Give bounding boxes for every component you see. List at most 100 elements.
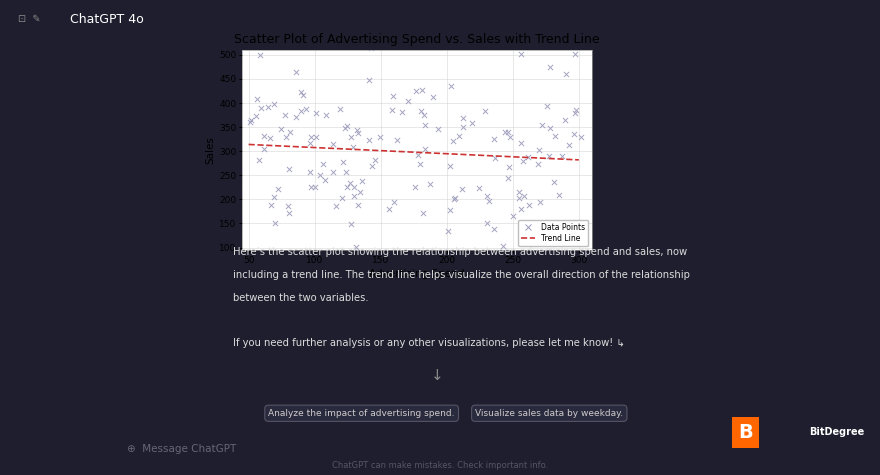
Point bbox=[498, 128, 512, 135]
Point bbox=[502, 128, 516, 135]
Point bbox=[282, 165, 296, 173]
Point bbox=[558, 116, 572, 124]
Point bbox=[340, 183, 354, 190]
Point bbox=[372, 133, 386, 141]
Point bbox=[353, 189, 367, 196]
Text: Here’s the scatter plot showing the relationship between advertising spend and s: Here’s the scatter plot showing the rela… bbox=[233, 247, 687, 257]
Point bbox=[416, 209, 430, 217]
Point bbox=[344, 220, 358, 228]
Point bbox=[268, 219, 282, 227]
Point bbox=[543, 63, 557, 71]
Point bbox=[385, 106, 400, 114]
Point bbox=[542, 152, 556, 160]
Point bbox=[418, 146, 432, 153]
Point bbox=[335, 194, 349, 202]
Point bbox=[481, 197, 495, 205]
Point bbox=[446, 138, 460, 145]
Point bbox=[339, 168, 353, 176]
Point bbox=[547, 178, 561, 186]
Point bbox=[253, 156, 267, 164]
Point bbox=[267, 193, 281, 201]
Point bbox=[304, 133, 319, 141]
Point bbox=[561, 141, 576, 149]
Point bbox=[356, 178, 370, 185]
Point bbox=[472, 184, 486, 192]
Point bbox=[533, 198, 547, 206]
Point bbox=[362, 76, 376, 84]
Point bbox=[317, 160, 331, 168]
Point bbox=[257, 145, 271, 152]
Point bbox=[304, 168, 318, 175]
Point bbox=[385, 93, 400, 100]
Point bbox=[417, 111, 431, 118]
Point bbox=[299, 105, 313, 113]
Point bbox=[333, 105, 347, 113]
Point bbox=[259, 298, 273, 305]
Text: B: B bbox=[738, 423, 752, 442]
Point bbox=[261, 104, 275, 111]
Text: If you need further analysis or any other visualizations, please let me know! ↳: If you need further analysis or any othe… bbox=[233, 338, 625, 348]
Point bbox=[414, 107, 428, 114]
Point bbox=[411, 152, 425, 159]
Point bbox=[244, 116, 258, 124]
Point bbox=[488, 154, 502, 162]
Point bbox=[279, 133, 293, 141]
Point bbox=[413, 160, 427, 168]
Legend: Data Points, Trend Line: Data Points, Trend Line bbox=[518, 220, 588, 246]
Point bbox=[426, 94, 440, 101]
Point bbox=[514, 139, 528, 147]
Point bbox=[444, 83, 458, 90]
Point bbox=[532, 146, 546, 153]
Point bbox=[441, 228, 455, 235]
Point bbox=[496, 243, 510, 250]
Point bbox=[451, 132, 466, 140]
Point bbox=[455, 185, 469, 193]
Point bbox=[444, 207, 458, 214]
Point bbox=[347, 143, 361, 151]
Point bbox=[512, 189, 526, 196]
Point bbox=[535, 122, 549, 129]
Point bbox=[368, 156, 382, 163]
Point bbox=[430, 125, 444, 133]
Text: ChatGPT 4o: ChatGPT 4o bbox=[70, 13, 144, 26]
Point bbox=[350, 126, 364, 134]
Point bbox=[257, 133, 271, 140]
Point bbox=[502, 133, 517, 141]
Point bbox=[456, 114, 470, 122]
Text: including a trend line. The trend line helps visualize the overall direction of : including a trend line. The trend line h… bbox=[233, 270, 690, 280]
Point bbox=[502, 174, 516, 182]
Point bbox=[351, 201, 365, 209]
Point bbox=[548, 132, 562, 140]
Point bbox=[253, 51, 268, 59]
Point bbox=[409, 87, 423, 95]
Point bbox=[512, 195, 526, 202]
Point bbox=[296, 91, 310, 98]
Point bbox=[522, 201, 536, 209]
Title: Scatter Plot of Advertising Spend vs. Sales with Trend Line: Scatter Plot of Advertising Spend vs. Sa… bbox=[234, 33, 600, 46]
Text: ↓: ↓ bbox=[431, 368, 444, 383]
Point bbox=[278, 111, 292, 119]
Point bbox=[447, 195, 461, 202]
Point bbox=[561, 219, 576, 227]
Point bbox=[480, 219, 494, 227]
Point bbox=[363, 136, 377, 143]
Point bbox=[348, 183, 362, 190]
Point bbox=[568, 106, 583, 114]
Point bbox=[248, 113, 262, 120]
Point bbox=[567, 131, 581, 138]
Point bbox=[289, 68, 303, 76]
Point bbox=[294, 107, 308, 114]
Point bbox=[338, 124, 352, 132]
Point bbox=[488, 135, 502, 142]
Point bbox=[532, 160, 546, 167]
Point bbox=[443, 162, 457, 170]
Point bbox=[329, 202, 343, 210]
X-axis label: Advertising Spend: Advertising Spend bbox=[370, 269, 465, 279]
Point bbox=[480, 192, 494, 200]
Point bbox=[457, 124, 471, 131]
Point bbox=[347, 192, 361, 200]
Text: ⊕  Message ChatGPT: ⊕ Message ChatGPT bbox=[127, 444, 236, 454]
Point bbox=[282, 128, 297, 136]
Point bbox=[479, 107, 493, 115]
Point bbox=[380, 36, 394, 43]
